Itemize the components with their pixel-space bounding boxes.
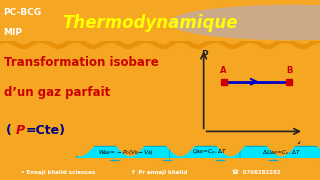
Text: (: ( — [6, 123, 12, 137]
FancyBboxPatch shape — [170, 146, 250, 161]
Text: V: V — [295, 137, 302, 146]
Text: PC-BCG: PC-BCG — [3, 8, 41, 17]
Text: • Ennaji khalid sciences: • Ennaji khalid sciences — [20, 170, 95, 175]
Text: d’un gaz parfait: d’un gaz parfait — [4, 86, 110, 99]
Circle shape — [170, 5, 320, 40]
Text: Thermodynamique: Thermodynamique — [63, 14, 238, 32]
Text: f  Pr ennaji khalid: f Pr ennaji khalid — [132, 170, 188, 175]
Text: MIP: MIP — [3, 28, 22, 37]
FancyBboxPatch shape — [77, 146, 176, 161]
Text: A: A — [220, 66, 226, 75]
Text: =Cte): =Cte) — [26, 123, 66, 137]
Text: $\Delta U_{AB}\!=\!C_v.\Delta T$: $\Delta U_{AB}\!=\!C_v.\Delta T$ — [262, 148, 301, 157]
Text: B: B — [286, 66, 293, 75]
Text: P: P — [202, 50, 208, 59]
Text: $W_{AB}\!=\!-P_0(V_B\!-\!V_A)$: $W_{AB}\!=\!-P_0(V_B\!-\!V_A)$ — [99, 148, 154, 158]
Text: P: P — [16, 123, 25, 137]
Text: ☎  0706282282: ☎ 0706282282 — [232, 170, 280, 175]
Text: $Q_{AB}\!=\!C_p.\Delta T$: $Q_{AB}\!=\!C_p.\Delta T$ — [192, 148, 228, 158]
FancyBboxPatch shape — [240, 146, 320, 161]
Text: Transformation isobare: Transformation isobare — [4, 56, 159, 69]
